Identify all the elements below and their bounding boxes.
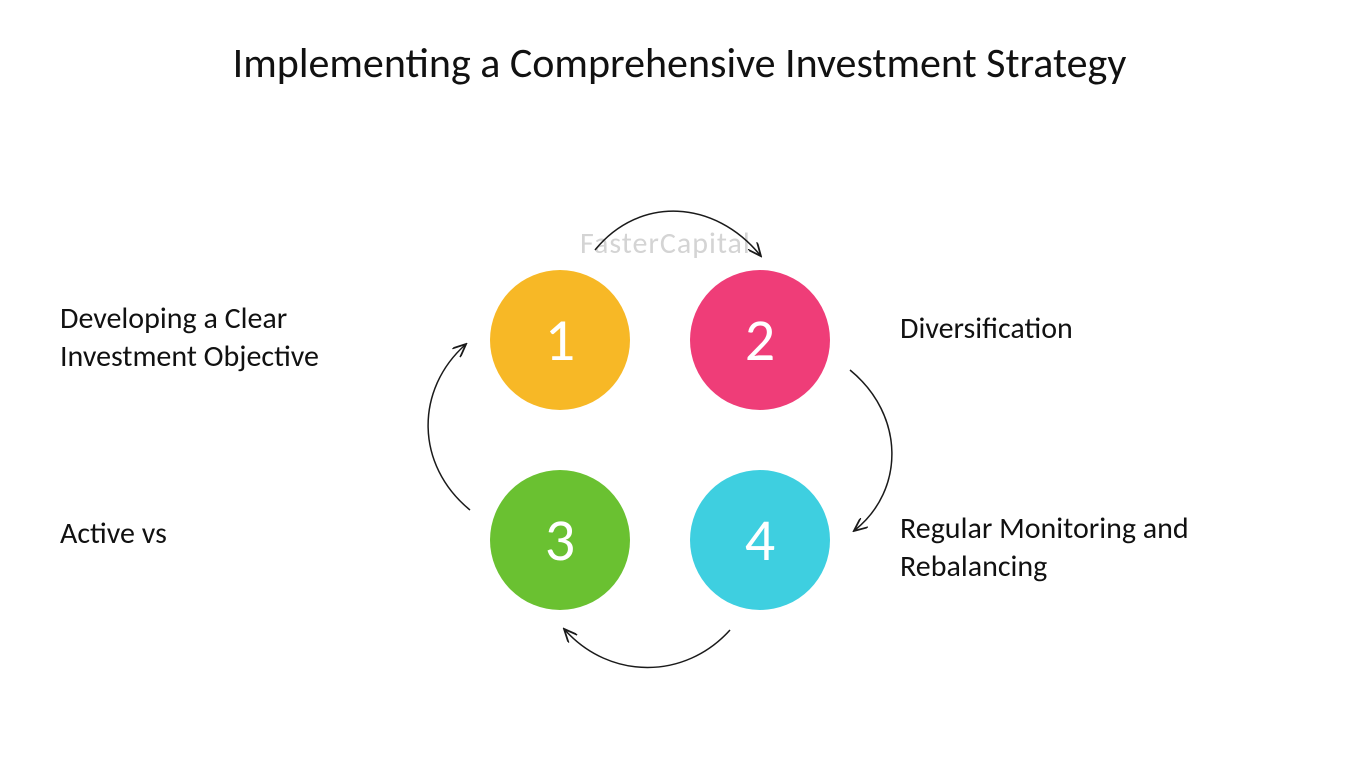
- node-number: 2: [745, 304, 775, 377]
- node-number: 4: [745, 504, 775, 577]
- arrow-4-to-3: [565, 630, 730, 668]
- node-number: 3: [545, 504, 575, 577]
- node-4: 4: [690, 470, 830, 610]
- arrow-2-to-4: [850, 370, 892, 530]
- arrow-1-to-2: [595, 211, 760, 255]
- node-2: 2: [690, 270, 830, 410]
- arrows-layer: [0, 0, 1359, 759]
- label-node-2: Diversification: [900, 310, 1073, 348]
- node-1: 1: [490, 270, 630, 410]
- node-3: 3: [490, 470, 630, 610]
- diagram-stage: 1 2 3 4 Developing a Clear Investment Objec…: [0, 0, 1359, 759]
- arrow-3-to-1: [428, 345, 470, 510]
- node-number: 1: [545, 304, 575, 377]
- label-node-3: Active vs: [60, 515, 167, 553]
- label-node-1: Developing a Clear Investment Objective: [60, 300, 319, 375]
- label-node-4: Regular Monitoring and Rebalancing: [900, 510, 1189, 585]
